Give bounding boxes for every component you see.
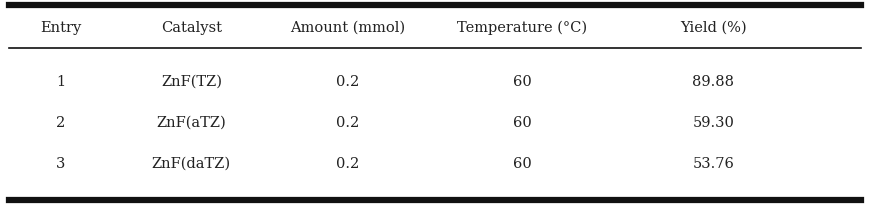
- Text: 60: 60: [512, 75, 531, 89]
- Text: Temperature (°C): Temperature (°C): [456, 20, 587, 35]
- Text: 60: 60: [512, 156, 531, 170]
- Text: Yield (%): Yield (%): [680, 21, 746, 34]
- Text: 3: 3: [56, 156, 65, 170]
- Text: 59.30: 59.30: [692, 115, 733, 129]
- Text: 0.2: 0.2: [336, 156, 359, 170]
- Text: 2: 2: [56, 115, 65, 129]
- Text: Amount (mmol): Amount (mmol): [290, 21, 405, 34]
- Text: 0.2: 0.2: [336, 115, 359, 129]
- Text: 60: 60: [512, 115, 531, 129]
- Text: 53.76: 53.76: [692, 156, 733, 170]
- Text: 0.2: 0.2: [336, 75, 359, 89]
- Text: Catalyst: Catalyst: [161, 21, 222, 34]
- Text: ZnF(TZ): ZnF(TZ): [161, 75, 222, 89]
- Text: Entry: Entry: [40, 21, 82, 34]
- Text: ZnF(aTZ): ZnF(aTZ): [156, 115, 226, 129]
- Text: 1: 1: [56, 75, 65, 89]
- Text: 89.88: 89.88: [692, 75, 733, 89]
- Text: ZnF(daTZ): ZnF(daTZ): [152, 156, 230, 170]
